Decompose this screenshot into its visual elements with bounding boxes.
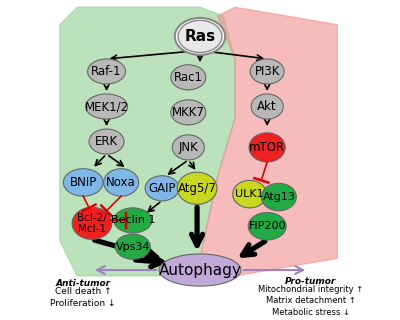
- Ellipse shape: [249, 133, 285, 162]
- Text: Autophagy: Autophagy: [158, 262, 242, 277]
- Ellipse shape: [248, 212, 286, 240]
- Text: mTOR: mTOR: [249, 141, 285, 154]
- Polygon shape: [60, 7, 235, 276]
- Text: Akt: Akt: [257, 100, 277, 113]
- Ellipse shape: [178, 20, 222, 52]
- Text: Anti-tumor: Anti-tumor: [56, 279, 111, 288]
- Ellipse shape: [175, 18, 225, 55]
- Ellipse shape: [114, 208, 152, 233]
- Text: Beclin 1: Beclin 1: [110, 215, 155, 225]
- Ellipse shape: [233, 180, 266, 208]
- Ellipse shape: [177, 172, 217, 204]
- Text: Mitochondrial integrity ↑
Matrix detachment ↑
Metabolic stress ↓: Mitochondrial integrity ↑ Matrix detachm…: [258, 285, 364, 317]
- Ellipse shape: [159, 254, 241, 286]
- Text: Bcl-2/
Mcl-1: Bcl-2/ Mcl-1: [77, 212, 107, 234]
- Ellipse shape: [261, 183, 296, 211]
- Text: MKK7: MKK7: [172, 106, 205, 119]
- Text: Raf-1: Raf-1: [91, 65, 122, 78]
- Text: BNIP: BNIP: [70, 176, 97, 189]
- Text: Ras: Ras: [184, 29, 216, 44]
- Text: GAIP: GAIP: [148, 182, 176, 195]
- Text: FIP200: FIP200: [248, 221, 286, 231]
- Text: Vps34: Vps34: [116, 242, 150, 252]
- Ellipse shape: [171, 100, 206, 125]
- Ellipse shape: [145, 176, 179, 201]
- Text: PI3K: PI3K: [254, 65, 280, 78]
- Ellipse shape: [86, 94, 128, 119]
- Ellipse shape: [171, 65, 206, 90]
- Ellipse shape: [172, 135, 204, 160]
- Ellipse shape: [72, 207, 112, 239]
- Text: Cell death ↑
Proliferation ↓: Cell death ↑ Proliferation ↓: [50, 287, 116, 308]
- Ellipse shape: [104, 169, 139, 196]
- Text: Atg13: Atg13: [262, 192, 295, 202]
- Text: MEK1/2: MEK1/2: [84, 100, 129, 113]
- Text: Atg5/7: Atg5/7: [178, 182, 216, 195]
- Ellipse shape: [115, 234, 150, 259]
- Text: ULK1: ULK1: [235, 189, 264, 199]
- Text: JNK: JNK: [178, 141, 198, 154]
- Text: ERK: ERK: [95, 135, 118, 148]
- Ellipse shape: [88, 59, 126, 84]
- Ellipse shape: [63, 169, 103, 196]
- Ellipse shape: [251, 94, 283, 119]
- Text: Rac1: Rac1: [174, 71, 203, 84]
- Text: Pro-tumor: Pro-tumor: [285, 277, 337, 286]
- Text: Noxa: Noxa: [106, 176, 136, 189]
- Ellipse shape: [89, 129, 124, 154]
- Ellipse shape: [250, 59, 284, 84]
- Polygon shape: [200, 7, 337, 276]
